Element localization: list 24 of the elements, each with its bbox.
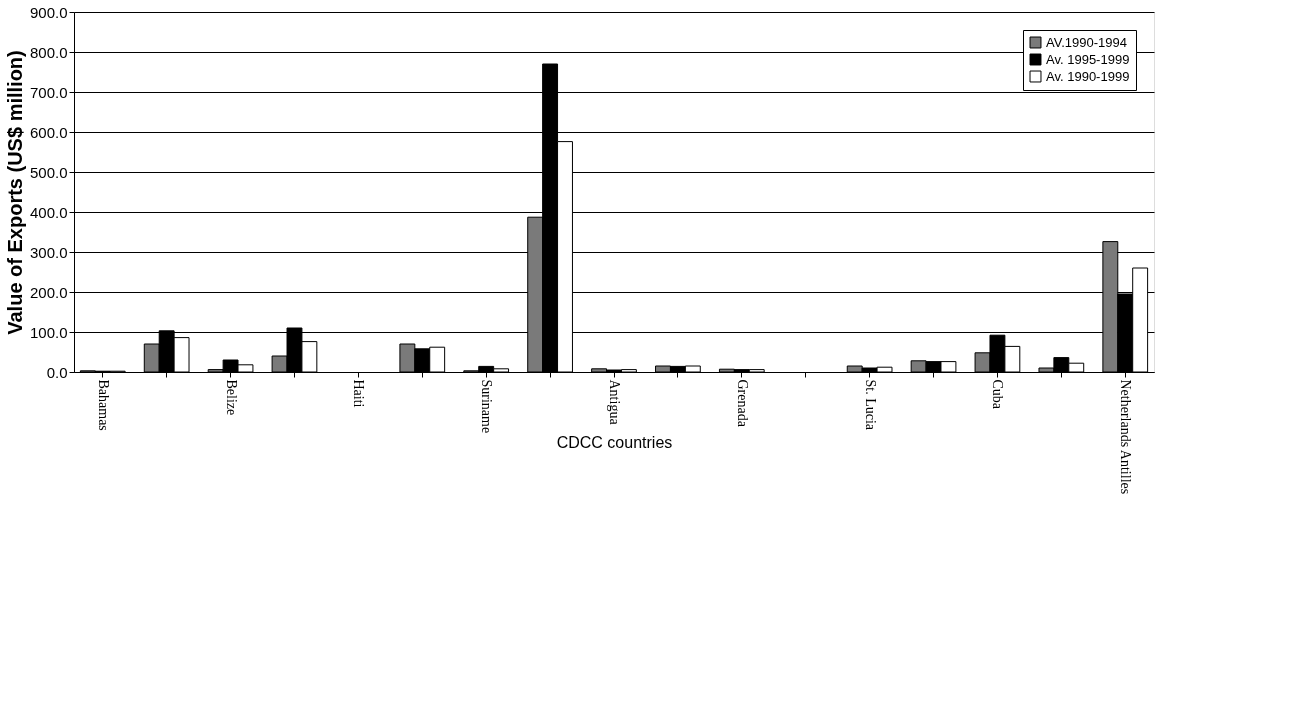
y-tick-label: 0.0 xyxy=(46,363,68,381)
y-tick-label: 100.0 xyxy=(29,323,68,341)
x-tick-label: Antigua xyxy=(607,379,622,426)
y-tick-label: 400.0 xyxy=(29,203,68,221)
legend-label: AV.1990-1994 xyxy=(1046,34,1127,50)
y-tick-label: 700.0 xyxy=(29,83,68,101)
y-tick-label: 300.0 xyxy=(29,243,68,261)
x-tick-label: Belize xyxy=(223,379,239,416)
legend-label: Av. 1995-1999 xyxy=(1046,51,1130,67)
y-axis-title: Value of Exports (US$ million) xyxy=(3,50,26,335)
x-tick-label: Haiti xyxy=(351,379,367,408)
x-tick-label: Grenada xyxy=(734,379,750,428)
x-axis-title: CDCC countries xyxy=(556,433,673,451)
x-tick-label: Cuba xyxy=(990,379,1006,410)
x-tick-label: St. Lucia xyxy=(862,379,878,431)
x-tick-label: Suriname xyxy=(479,379,495,434)
y-tick-label: 500.0 xyxy=(29,163,68,181)
y-tick-label: 900.0 xyxy=(29,3,68,21)
x-tick-label: Bahamas xyxy=(95,379,111,431)
y-tick-label: 600.0 xyxy=(29,123,68,141)
y-tick-label: 200.0 xyxy=(29,283,68,301)
legend-label: Av. 1990-1999 xyxy=(1046,68,1130,84)
y-tick-label: 800.0 xyxy=(29,43,68,61)
x-tick-label: Netherlands Antilles xyxy=(1118,379,1134,495)
